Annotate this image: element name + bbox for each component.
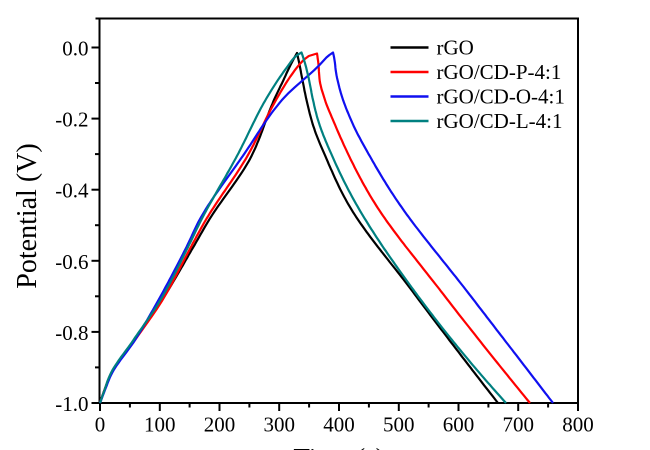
- svg-text:300: 300: [263, 413, 295, 437]
- svg-text:-0.4: -0.4: [55, 179, 89, 203]
- svg-text:100: 100: [144, 413, 176, 437]
- svg-text:-0.6: -0.6: [55, 250, 88, 274]
- svg-text:rGO/CD-O-4:1: rGO/CD-O-4:1: [437, 85, 565, 109]
- svg-text:-0.2: -0.2: [55, 108, 88, 132]
- svg-text:-0.8: -0.8: [55, 321, 88, 345]
- svg-text:-1.0: -1.0: [55, 392, 88, 416]
- svg-text:600: 600: [443, 413, 475, 437]
- svg-text:200: 200: [204, 413, 236, 437]
- svg-text:rGO/CD-L-4:1: rGO/CD-L-4:1: [437, 109, 563, 133]
- svg-text:700: 700: [502, 413, 534, 437]
- svg-text:0: 0: [95, 413, 106, 437]
- svg-text:rGO: rGO: [437, 36, 474, 60]
- svg-text:0.0: 0.0: [62, 37, 88, 61]
- svg-text:500: 500: [383, 413, 415, 437]
- svg-text:800: 800: [562, 413, 594, 437]
- svg-text:400: 400: [323, 413, 355, 437]
- svg-text:Potential (V): Potential (V): [12, 143, 43, 288]
- svg-text:rGO/CD-P-4:1: rGO/CD-P-4:1: [437, 60, 562, 84]
- svg-text:Time (s): Time (s): [293, 443, 384, 450]
